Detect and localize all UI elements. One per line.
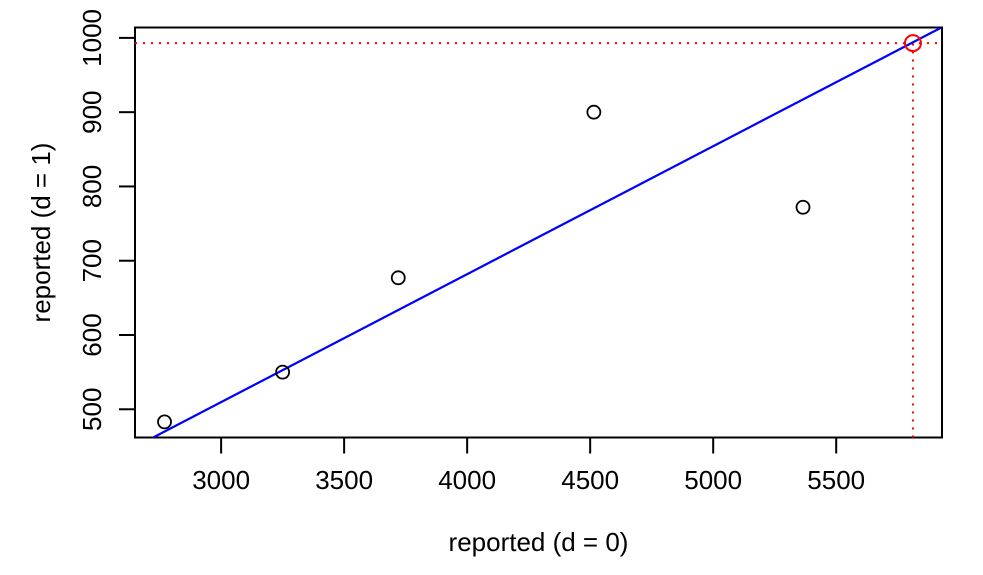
- y-tick-label: 1000: [77, 9, 107, 67]
- x-tick-label: 3500: [315, 465, 373, 495]
- y-axis-label: reported (d = 1): [26, 143, 56, 323]
- fit-line: [152, 27, 942, 438]
- data-point: [586, 104, 602, 120]
- highlighted-point: [903, 34, 922, 53]
- data-point: [157, 414, 172, 430]
- plot-area: 3000 3500 4000 4500 5000 5500 500 600 700 800 900 1…: [77, 9, 943, 495]
- x-tick-label: 4500: [561, 465, 619, 495]
- y-tick-label: 500: [77, 388, 107, 431]
- data-point: [795, 199, 811, 215]
- data-point: [390, 270, 406, 286]
- x-tick-label: 3000: [192, 465, 250, 495]
- x-tick-label: 5000: [684, 465, 742, 495]
- y-tick-label: 900: [77, 90, 107, 133]
- x-tick-label: 4000: [438, 465, 496, 495]
- y-tick-label: 600: [77, 313, 107, 356]
- data-point: [275, 364, 291, 380]
- x-axis-label: reported (d = 0): [449, 527, 629, 557]
- y-tick-label: 800: [77, 165, 107, 208]
- y-tick-label: 700: [77, 239, 107, 282]
- plot-box: [134, 26, 943, 439]
- x-tick-label: 5500: [807, 465, 865, 495]
